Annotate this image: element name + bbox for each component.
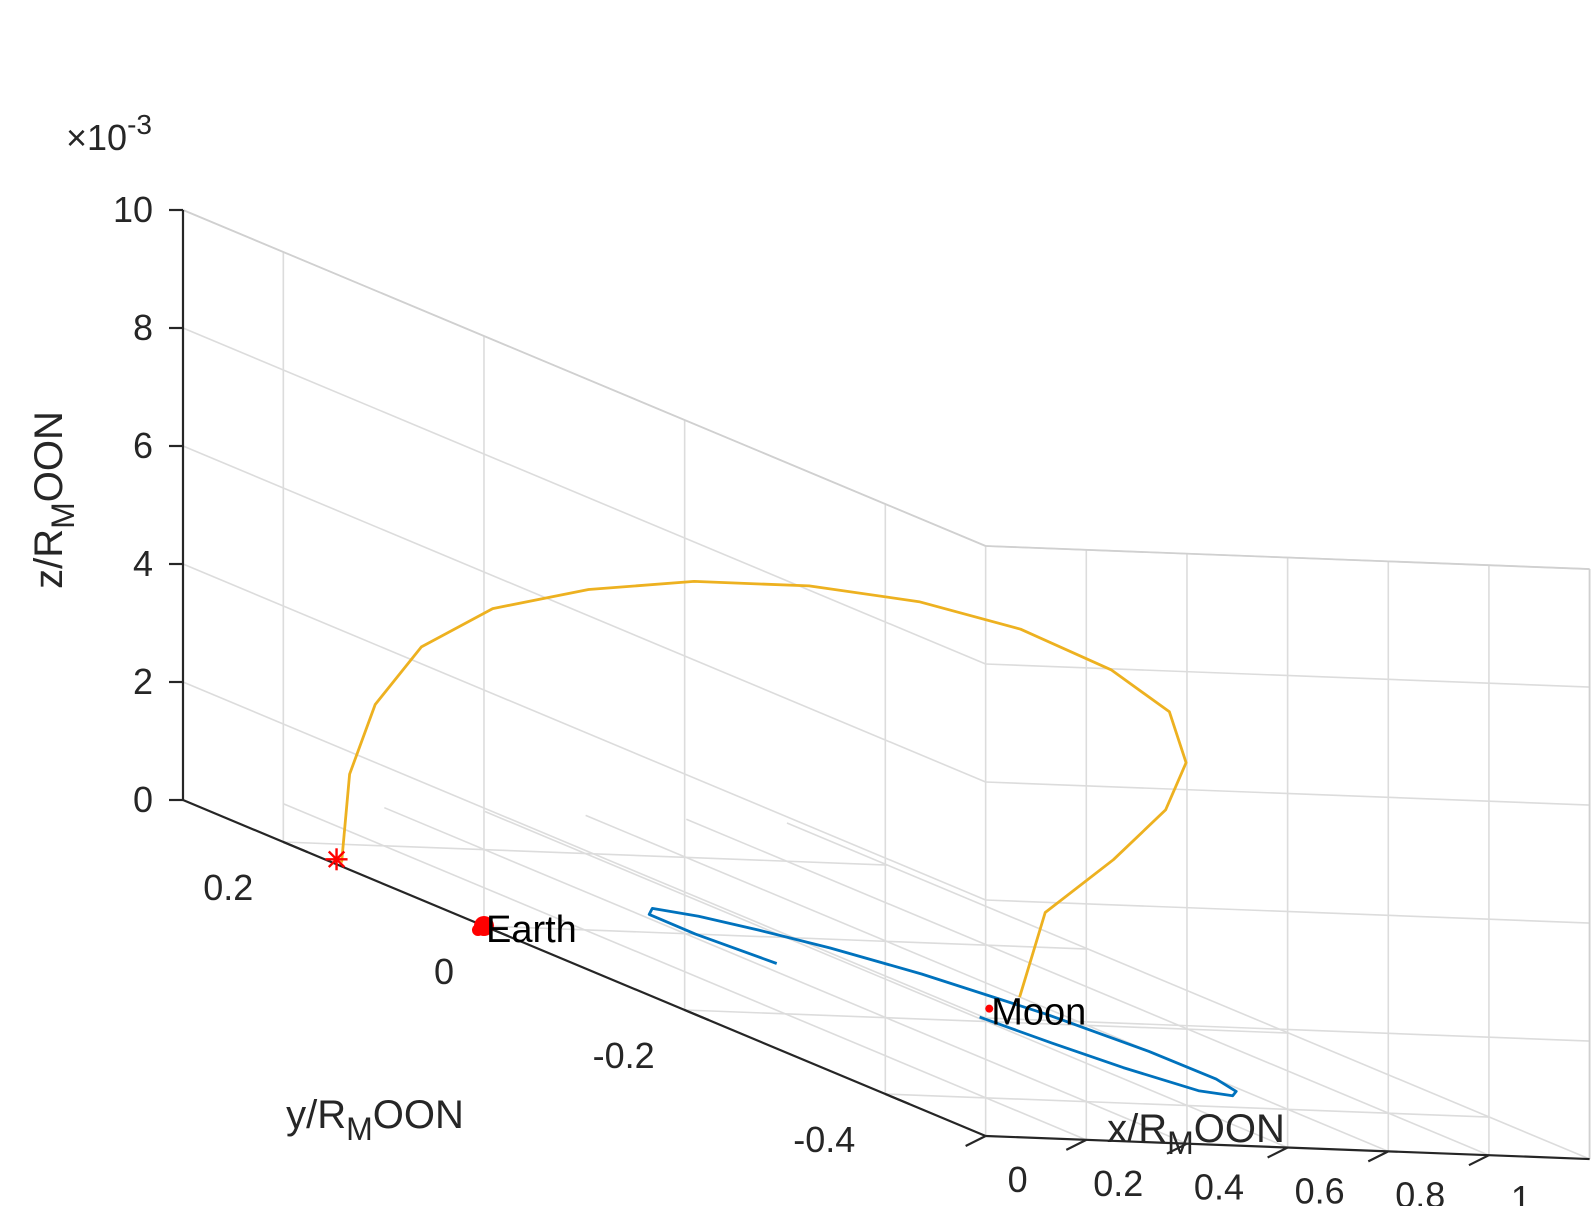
- z-tick-label: 0: [133, 779, 153, 820]
- moon-marker: [985, 1004, 994, 1013]
- axes: [169, 208, 1590, 1167]
- x-tick-label: 0.2: [1093, 1163, 1143, 1204]
- grid: [182, 209, 1591, 1160]
- y-tick-label: -0.4: [793, 1119, 855, 1160]
- marker-group: [325, 848, 994, 1013]
- x-tick: [965, 1135, 987, 1147]
- asterisk-marker: [325, 848, 348, 871]
- x-tick-label: 0.8: [1395, 1174, 1445, 1206]
- grid-line-floor-x: [786, 822, 1590, 1160]
- x-tick-label: 0.6: [1295, 1171, 1345, 1206]
- grid-line-back-z: [985, 1017, 1590, 1042]
- x-axis-title: x/RMOON: [1107, 1107, 1285, 1161]
- z-exponent-label: ×10-3: [66, 109, 152, 158]
- grid-line-floor-y: [684, 1009, 1289, 1034]
- x-tick: [1166, 1142, 1188, 1155]
- moon-label: Moon: [991, 992, 1086, 1034]
- grid-line-back-z: [985, 663, 1590, 688]
- y-tick: [684, 1008, 710, 1022]
- y-tick: [884, 1092, 910, 1106]
- grid-line-floor-x: [384, 806, 1188, 1145]
- grid-line-left-z: [182, 327, 986, 665]
- grid-line-left-z: [182, 445, 986, 783]
- y-tick-label: 0.2: [203, 867, 253, 908]
- x-tick: [1468, 1154, 1490, 1167]
- grid-line-back-z: [985, 781, 1590, 806]
- x-tick-label: 1: [1511, 1178, 1531, 1206]
- grid-line-floor-x: [484, 810, 1288, 1149]
- grid-line-floor-y: [283, 841, 888, 866]
- grid-line-left-z: [182, 681, 986, 1019]
- y-axis-line: [182, 798, 987, 1138]
- grid-line-back-z: [985, 899, 1590, 924]
- x-tick-label: 0: [1008, 1159, 1028, 1200]
- grid-line-floor-x: [685, 818, 1490, 1156]
- series-group: [340, 580, 1238, 1098]
- earth-marker-blob: [471, 924, 484, 936]
- series-line-2: [647, 907, 1238, 1098]
- z-axis-title: z/RMOON: [27, 411, 81, 589]
- y-tick-label: -0.2: [593, 1035, 655, 1076]
- z-tick-label: 10: [113, 189, 153, 230]
- labels-group: 0 2 4 6 8 10 -0.4 -0.2 0 0.2 0 0.2 0.4 0.6 0.8 1 ×10-3 z/…: [27, 109, 1531, 1206]
- grid-line-floor-x: [585, 814, 1389, 1153]
- x-tick: [1267, 1146, 1289, 1159]
- y-tick: [282, 840, 308, 854]
- z-tick-label: 4: [133, 543, 153, 584]
- box-edge: [985, 545, 1590, 570]
- x-tick-label: 0.4: [1194, 1167, 1244, 1206]
- series-line-1: [340, 580, 1188, 998]
- box-edge: [182, 209, 986, 547]
- x-tick: [1367, 1150, 1389, 1163]
- y-tick-label: 0: [434, 951, 454, 992]
- x-tick: [1065, 1138, 1087, 1151]
- earth-label: Earth: [486, 909, 577, 951]
- grid-line-left-z: [182, 563, 986, 901]
- y-axis-title: y/RMOON: [286, 1093, 464, 1147]
- z-tick-label: 2: [133, 661, 153, 702]
- z-tick-label: 6: [133, 425, 153, 466]
- z-tick-label: 8: [133, 307, 153, 348]
